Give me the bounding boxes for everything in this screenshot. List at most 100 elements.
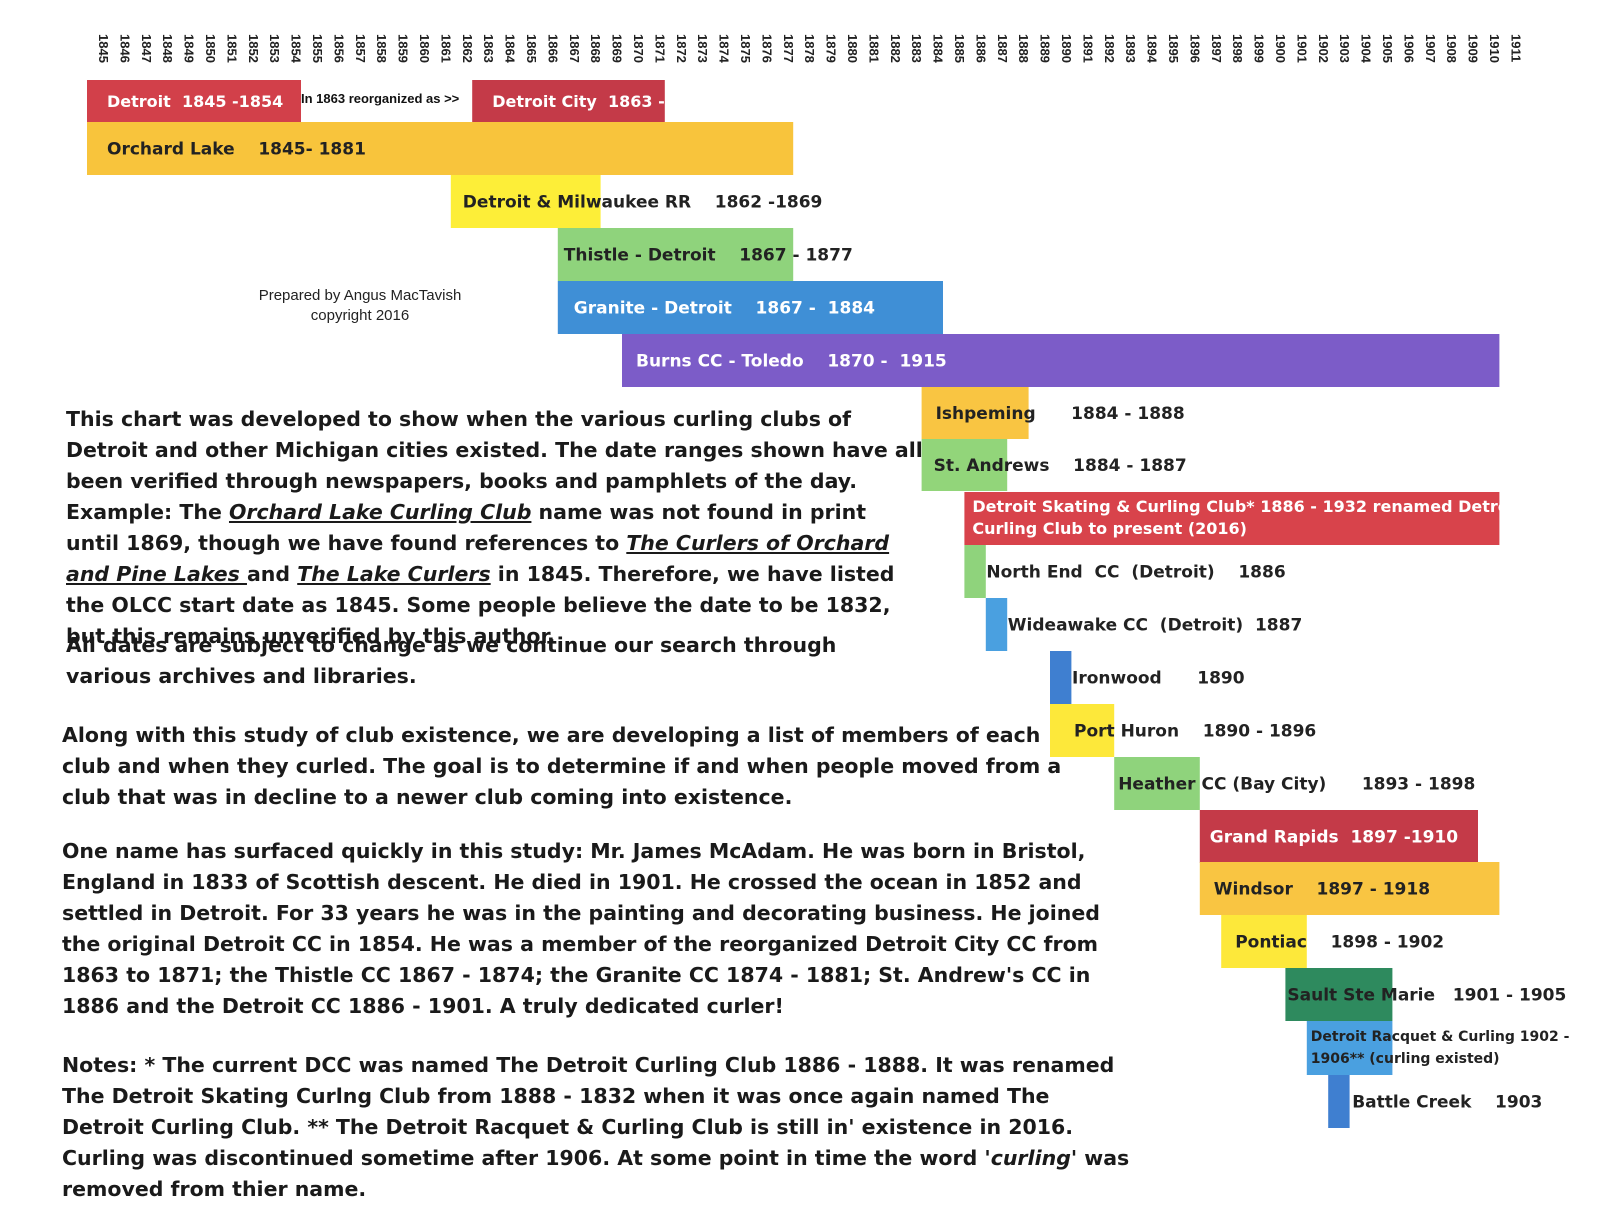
- year-tick-label: 1867: [567, 34, 582, 63]
- timeline-bar-label: Detroit Skating & Curling Club* 1886 - 1…: [972, 497, 1522, 538]
- notes-paragraph: Notes: * The current DCC was named The D…: [62, 1050, 1132, 1205]
- timeline-bar-label: Detroit City 1863 -1871: [492, 92, 709, 111]
- timeline-bar: [964, 492, 1500, 545]
- year-tick-label: 1879: [824, 34, 839, 63]
- year-tick-label: 1870: [631, 34, 646, 63]
- year-tick-label: 1864: [503, 34, 518, 64]
- dates-paragraph: All dates are subject to change as we co…: [66, 633, 837, 688]
- year-tick-label: 1886: [973, 34, 988, 63]
- year-tick-label: 1889: [1038, 34, 1053, 63]
- timeline-bar: [87, 80, 301, 122]
- label-line: Detroit Skating & Curling Club* 1886 - 1…: [972, 497, 1522, 516]
- year-tick-label: 1852: [246, 34, 261, 63]
- credit-copyright: copyright 2016: [310, 307, 410, 324]
- year-tick-label: 1890: [1059, 34, 1074, 63]
- credit: Prepared by Angus MacTavish copyright 20…: [230, 286, 490, 326]
- timeline-bar-label: Detroit Racquet & Curling 1902 - 1906** (…: [1311, 1029, 1570, 1067]
- timeline-bar-label: Granite - Detroit 1867 - 1884: [574, 299, 875, 319]
- year-tick-label: 1855: [310, 34, 325, 63]
- year-tick-label: 1877: [781, 34, 796, 63]
- intro-text-3: and: [246, 562, 298, 586]
- curlers-name: The Curlers of Orchard and Pine Lakes: [66, 531, 890, 586]
- year-tick-label: 1887: [995, 34, 1010, 63]
- year-tick-label: 1878: [802, 34, 817, 63]
- timeline-bar: [1199, 862, 1500, 915]
- year-tick-label: 1845: [96, 34, 111, 63]
- year-tick-label: 1900: [1273, 34, 1288, 63]
- year-tick-label: 1903: [1337, 34, 1352, 63]
- timeline-bar: [1306, 1021, 1393, 1075]
- year-tick-label: 1850: [203, 34, 218, 63]
- timeline-bar: [450, 175, 601, 228]
- year-tick-label: 1853: [267, 34, 282, 63]
- year-tick-label: 1895: [1166, 34, 1181, 63]
- year-tick-label: 1883: [909, 34, 924, 63]
- year-tick-label: 1860: [417, 34, 432, 63]
- timeline-bar: [87, 122, 794, 175]
- year-tick-label: 1898: [1230, 34, 1245, 63]
- year-tick-label: 1896: [1187, 34, 1202, 63]
- year-tick-label: 1846: [117, 34, 132, 63]
- year-tick-label: 1881: [866, 34, 881, 63]
- year-tick-label: 1848: [160, 34, 175, 63]
- intro-text-1: This chart was developed to show when th…: [66, 407, 923, 524]
- year-tick-label: 1884: [931, 34, 946, 64]
- timeline-bar-label: Wideawake CC (Detroit) 1887: [1008, 616, 1303, 636]
- year-tick-label: 1911: [1508, 34, 1523, 62]
- timeline-bar-label: Grand Rapids 1897 -1910: [1210, 828, 1458, 848]
- year-tick-label: 1902: [1316, 34, 1331, 63]
- timeline-bar: [472, 80, 665, 122]
- timeline-bar: [1221, 915, 1307, 968]
- year-tick-label: 1861: [438, 34, 453, 63]
- label-line: Curling Club to present (2016): [972, 519, 1247, 538]
- timeline-bar-label: Sault Ste Marie 1901 - 1905: [1287, 986, 1566, 1006]
- timeline-bar: [921, 439, 1008, 491]
- intro-paragraph: This chart was developed to show when th…: [66, 404, 926, 652]
- timeline-bar: [1114, 757, 1200, 810]
- year-tick-label: 1899: [1252, 34, 1267, 63]
- year-tick-label: 1892: [1102, 34, 1117, 63]
- notes-text-2: ' was removed from thier name.: [62, 1146, 1130, 1201]
- timeline-bar-label: Ishpeming 1884 - 1888: [936, 404, 1185, 424]
- timeline-bar-label: Port Huron 1890 - 1896: [1074, 722, 1316, 742]
- curling-word: curling: [990, 1146, 1071, 1170]
- timeline-bar-label: North End CC (Detroit) 1886: [986, 563, 1285, 583]
- year-tick-label: 1873: [695, 34, 710, 63]
- timeline-bar: [557, 281, 943, 334]
- timeline-bar: [1050, 704, 1115, 757]
- timeline-bar-label: Thistle - Detroit 1867 - 1877: [564, 246, 853, 266]
- year-tick-label: 1871: [652, 34, 667, 63]
- timeline-bar-label: Battle Creek 1903: [1352, 1093, 1542, 1113]
- intro-text-2: name was not found in print until 1869, …: [66, 500, 867, 555]
- year-tick-label: 1862: [460, 34, 475, 63]
- year-tick-label: 1906: [1401, 34, 1416, 63]
- year-tick-label: 1872: [674, 34, 689, 63]
- year-tick-label: 1874: [717, 34, 732, 64]
- study-paragraph: Along with this study of club existence,…: [62, 723, 1062, 809]
- year-tick-label: 1865: [524, 34, 539, 63]
- year-tick-label: 1907: [1423, 34, 1438, 63]
- timeline-bar-label: Detroit & Milwaukee RR 1862 -1869: [463, 193, 823, 213]
- year-tick-label: 1901: [1294, 34, 1309, 63]
- timeline-bar: [964, 545, 986, 598]
- year-tick-label: 1858: [374, 34, 389, 63]
- credit-author: Prepared by Angus MacTavish: [258, 287, 462, 304]
- year-tick-label: 1866: [545, 34, 560, 63]
- timeline-bar-label: Burns CC - Toledo 1870 - 1915: [636, 352, 947, 372]
- year-tick-label: 1888: [1016, 34, 1031, 63]
- mcadam-paragraph: One name has surfaced quickly in this st…: [62, 839, 1100, 1018]
- timeline-bar-label: St. Andrews 1884 - 1887: [934, 456, 1187, 476]
- timeline-bar: [1285, 968, 1393, 1021]
- intro-text-4: in 1845. Therefore, we have listed the O…: [66, 562, 895, 648]
- year-tick-label: 1908: [1444, 34, 1459, 63]
- olcc-name: Orchard Lake Curling Club: [228, 500, 532, 524]
- timeline-bar: [985, 598, 1008, 651]
- timeline-bar-label: Pontiac 1898 - 1902: [1235, 933, 1444, 953]
- notes-text-1: Notes: * The current DCC was named The D…: [62, 1053, 1115, 1170]
- year-tick-label: 1854: [289, 34, 304, 64]
- year-tick-label: 1859: [396, 34, 411, 63]
- timeline-bar-label: Ironwood 1890: [1072, 669, 1245, 689]
- year-tick-label: 1869: [610, 34, 625, 63]
- reorganized-annotation: In 1863 reorganized as >>: [301, 91, 460, 106]
- timeline-bar: [921, 387, 1029, 439]
